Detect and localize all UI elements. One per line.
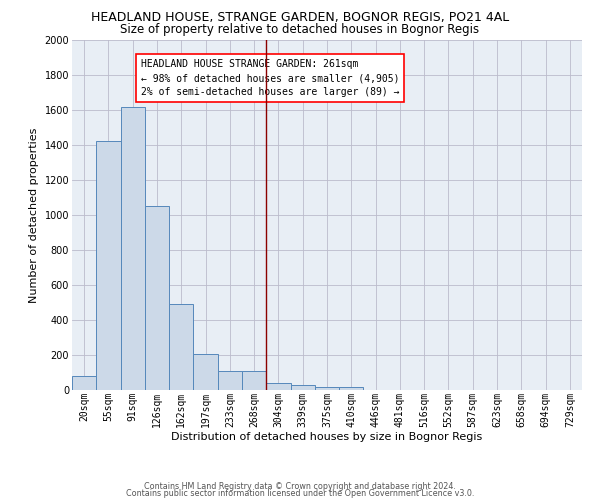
Text: HEADLAND HOUSE STRANGE GARDEN: 261sqm
← 98% of detached houses are smaller (4,90: HEADLAND HOUSE STRANGE GARDEN: 261sqm ← … bbox=[141, 59, 400, 97]
Y-axis label: Number of detached properties: Number of detached properties bbox=[29, 128, 39, 302]
Bar bbox=[145, 206, 169, 390]
Bar bbox=[121, 106, 145, 390]
Bar bbox=[96, 142, 121, 390]
Text: Size of property relative to detached houses in Bognor Regis: Size of property relative to detached ho… bbox=[121, 22, 479, 36]
Bar bbox=[218, 371, 242, 390]
Bar bbox=[290, 385, 315, 390]
Bar bbox=[169, 304, 193, 390]
X-axis label: Distribution of detached houses by size in Bognor Regis: Distribution of detached houses by size … bbox=[172, 432, 482, 442]
Bar bbox=[193, 354, 218, 390]
Bar bbox=[315, 386, 339, 390]
Bar bbox=[242, 371, 266, 390]
Text: Contains public sector information licensed under the Open Government Licence v3: Contains public sector information licen… bbox=[126, 490, 474, 498]
Text: HEADLAND HOUSE, STRANGE GARDEN, BOGNOR REGIS, PO21 4AL: HEADLAND HOUSE, STRANGE GARDEN, BOGNOR R… bbox=[91, 11, 509, 24]
Bar bbox=[72, 376, 96, 390]
Text: Contains HM Land Registry data © Crown copyright and database right 2024.: Contains HM Land Registry data © Crown c… bbox=[144, 482, 456, 491]
Bar bbox=[266, 383, 290, 390]
Bar bbox=[339, 386, 364, 390]
